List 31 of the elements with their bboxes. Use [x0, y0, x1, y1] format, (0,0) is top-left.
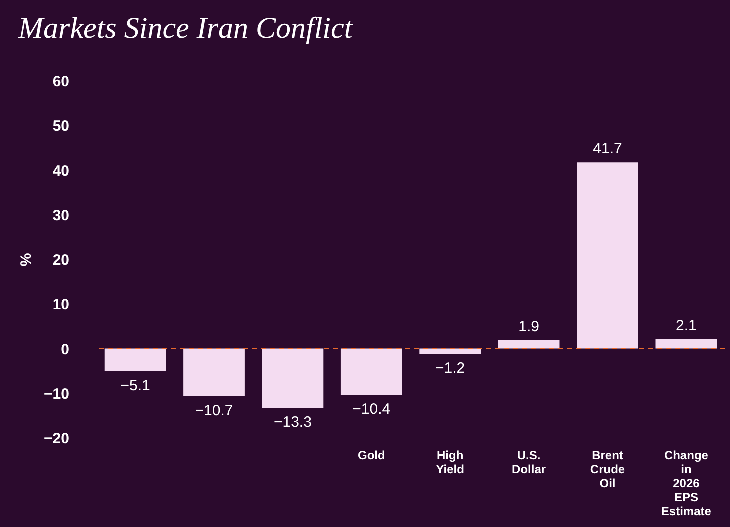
y-tick-label: 60 — [52, 74, 70, 90]
data-label: −10.7 — [195, 402, 234, 420]
bar — [498, 340, 560, 349]
y-tick-label: −20 — [44, 430, 70, 448]
x-tick-label: Change in 2026 EPS Estimate — [661, 448, 712, 518]
x-tick-label: Brent Crude Oil — [590, 448, 626, 490]
x-tick-label: High Yield — [436, 448, 464, 476]
y-tick-label: 30 — [52, 207, 70, 224]
data-label: −1.2 — [436, 360, 466, 378]
y-tick-label: 0 — [61, 341, 70, 358]
data-label: 2.1 — [676, 317, 697, 334]
y-tick-label: −10 — [44, 386, 70, 403]
data-label: −5.1 — [120, 378, 150, 395]
chart-title: Markets Since Iran Conflict — [18, 12, 354, 45]
bar — [262, 348, 324, 408]
y-tick-label: 10 — [52, 296, 70, 314]
bar — [104, 348, 166, 372]
data-label: 1.9 — [518, 318, 540, 336]
y-tick-label: 20 — [52, 252, 70, 269]
data-label: 41.7 — [593, 140, 622, 158]
bar — [340, 348, 402, 396]
y-axis-title: % — [18, 253, 36, 267]
bar — [184, 348, 245, 396]
y-tick-label: 50 — [52, 118, 70, 136]
y-tick-label: 40 — [52, 162, 70, 180]
data-label: −10.4 — [352, 401, 391, 418]
data-label: −13.3 — [274, 414, 312, 432]
x-tick-label: U.S. Dollar — [512, 448, 546, 476]
bar — [656, 339, 718, 349]
bar — [577, 162, 638, 349]
x-tick-label: Gold — [358, 448, 386, 462]
